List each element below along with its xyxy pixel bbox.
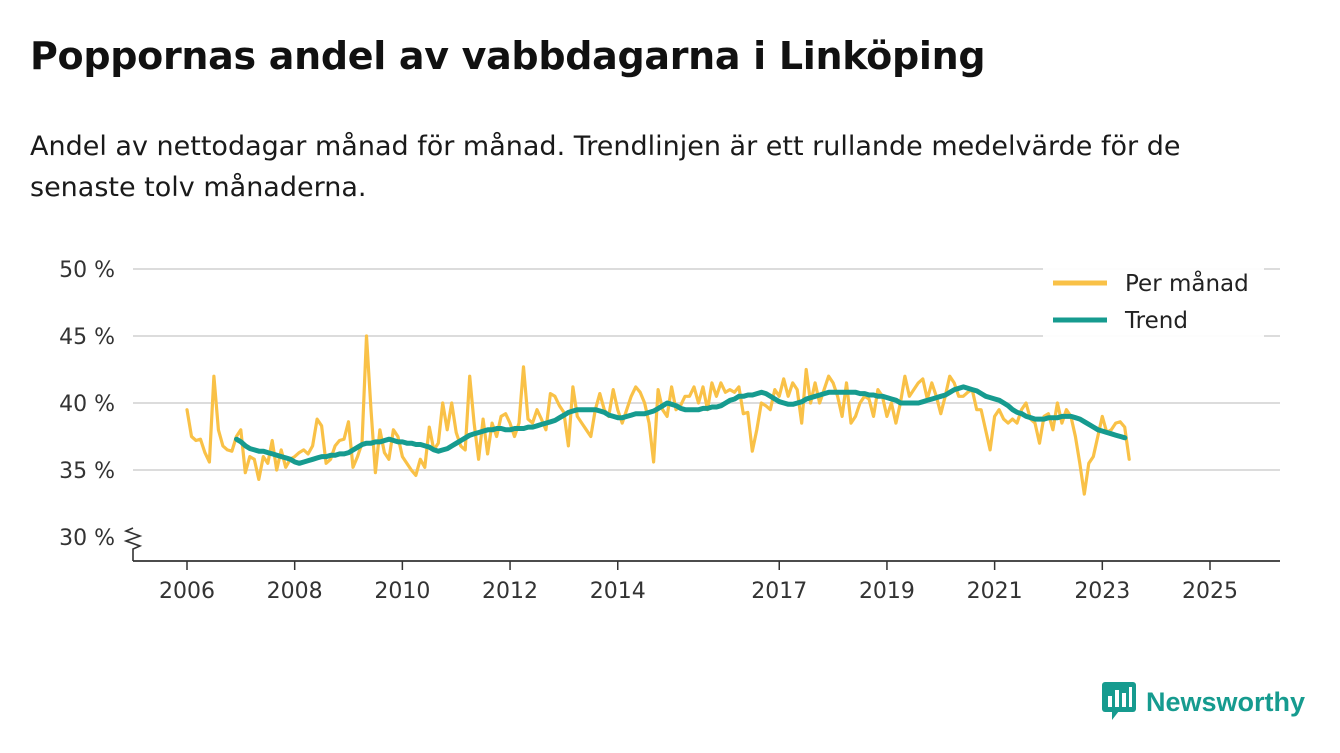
x-tick-label: 2012	[482, 579, 538, 604]
x-tick-label: 2025	[1182, 579, 1238, 604]
newsworthy-brand-name: Newsworthy	[1146, 686, 1306, 717]
x-tick-label: 2008	[267, 579, 323, 604]
y-tick-label: 35 %	[59, 459, 115, 484]
y-tick-label: 45 %	[59, 325, 115, 350]
chart-title: Poppornas andel av vabbdagarna i Linköpi…	[30, 34, 986, 78]
series-lines	[185, 334, 1131, 496]
y-axis-ticks: 30 % 35 % 40 % 45 % 50 %	[59, 258, 143, 561]
y-tick-label: 30 %	[59, 526, 115, 551]
legend-box	[1043, 266, 1264, 338]
chart-subtitle: Andel av nettodagar månad för månad. Tre…	[30, 131, 1181, 203]
x-tick-label: 2021	[967, 579, 1023, 604]
legend: Per månad Trend	[1043, 266, 1264, 338]
newsworthy-logo-icon	[1102, 682, 1136, 720]
x-tick-label: 2006	[159, 579, 215, 604]
x-tick-label: 2014	[590, 579, 646, 604]
x-tick-label: 2017	[751, 579, 807, 604]
legend-label: Per månad	[1125, 269, 1249, 297]
y-tick-label: 50 %	[59, 258, 115, 283]
x-axis: 2006 2008 2010 2012 2014 2017 2019 2021 2023 2025	[133, 560, 1280, 604]
x-tick-label: 2019	[859, 579, 915, 604]
x-tick-label: 2010	[374, 579, 430, 604]
series-line-trend	[234, 384, 1128, 466]
newsworthy-logo: Newsworthy	[1102, 682, 1305, 722]
y-axis-break-symbol	[123, 527, 143, 561]
x-tick-label: 2023	[1074, 579, 1130, 604]
y-tick-label: 40 %	[59, 392, 115, 417]
legend-label: Trend	[1124, 308, 1188, 334]
